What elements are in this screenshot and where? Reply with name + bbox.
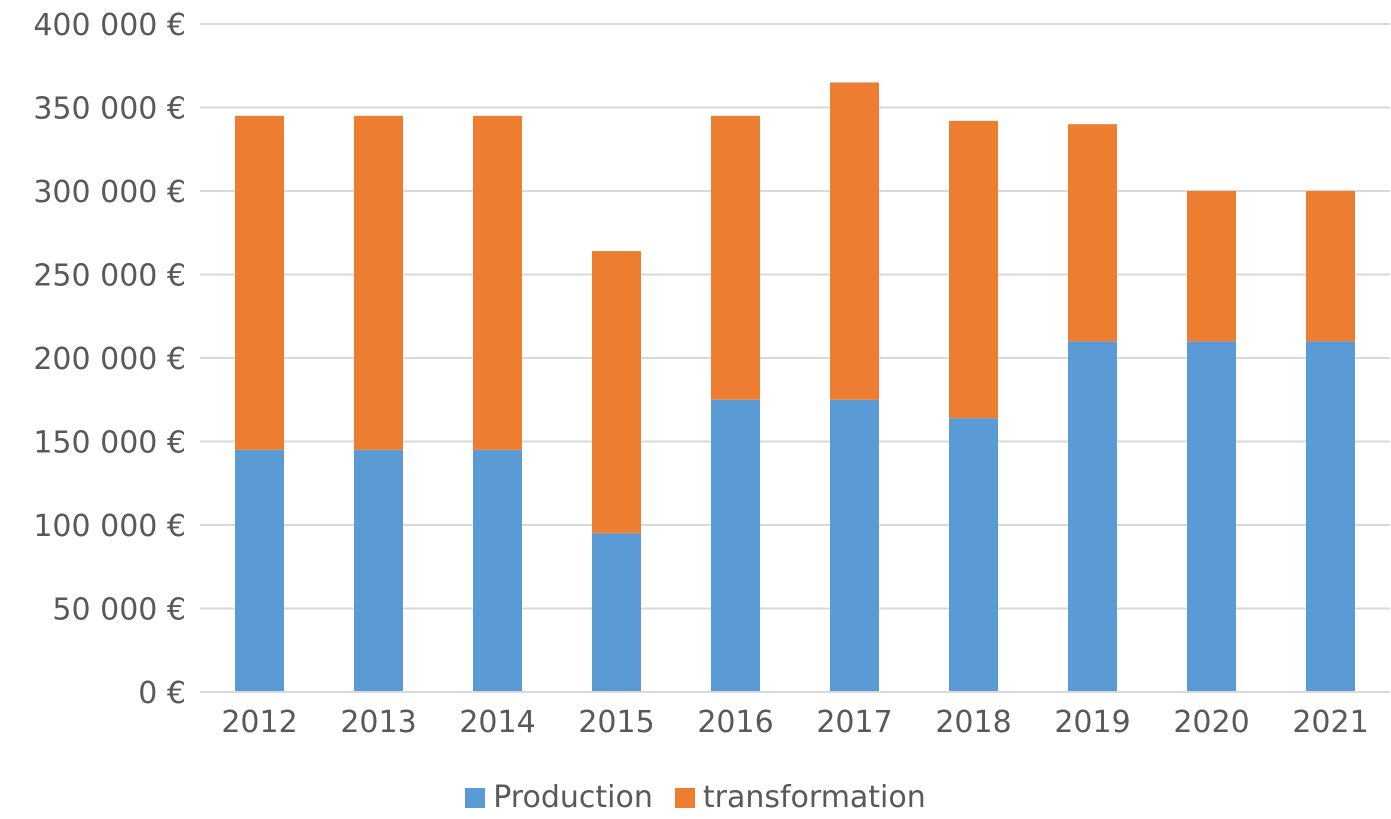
bar-transformation-2013 bbox=[354, 115, 403, 450]
x-tick-label: 2017 bbox=[816, 705, 892, 740]
bar-transformation-2021 bbox=[1306, 191, 1355, 342]
bar-production-2020 bbox=[1187, 341, 1236, 692]
x-tick-label: 2019 bbox=[1054, 705, 1130, 740]
x-tick-label: 2018 bbox=[935, 705, 1011, 740]
bar-production-2012 bbox=[235, 449, 284, 692]
legend: Production transformation bbox=[0, 780, 1391, 815]
x-tick-label: 2016 bbox=[697, 705, 773, 740]
y-tick-label: 0 € bbox=[138, 676, 186, 711]
bars bbox=[235, 82, 1355, 692]
x-tick-label: 2012 bbox=[221, 705, 297, 740]
y-tick-label: 300 000 € bbox=[33, 175, 186, 210]
bar-transformation-2019 bbox=[1068, 124, 1117, 342]
legend-item-transformation: transformation bbox=[674, 780, 926, 815]
bar-production-2021 bbox=[1306, 341, 1355, 692]
legend-swatch-production bbox=[465, 787, 486, 808]
y-tick-label: 100 000 € bbox=[33, 509, 186, 544]
x-tick-label: 2015 bbox=[578, 705, 654, 740]
bar-production-2015 bbox=[592, 533, 641, 692]
bar-transformation-2018 bbox=[949, 120, 998, 419]
bar-transformation-2016 bbox=[711, 115, 760, 400]
bar-production-2018 bbox=[949, 418, 998, 692]
bar-production-2017 bbox=[830, 399, 879, 692]
x-tick-label: 2014 bbox=[459, 705, 535, 740]
x-tick-label: 2013 bbox=[340, 705, 416, 740]
y-tick-label: 250 000 € bbox=[33, 259, 186, 294]
bar-transformation-2017 bbox=[830, 82, 879, 400]
bar-production-2014 bbox=[473, 449, 522, 692]
stacked-bar-chart: 0 € 50 000 € 100 000 € 150 000 € 200 000 € 25… bbox=[33, 8, 1390, 740]
bar-production-2013 bbox=[354, 449, 403, 692]
legend-label-production: Production bbox=[493, 780, 653, 815]
y-tick-label: 200 000 € bbox=[33, 342, 186, 377]
y-tick-label: 50 000 € bbox=[52, 593, 186, 628]
legend-label-transformation: transformation bbox=[702, 780, 926, 815]
bar-production-2016 bbox=[711, 399, 760, 692]
y-tick-label: 400 000 € bbox=[33, 8, 186, 43]
y-axis-ticks: 0 € 50 000 € 100 000 € 150 000 € 200 000 € 25… bbox=[33, 8, 186, 711]
bar-production-2019 bbox=[1068, 341, 1117, 692]
y-tick-label: 150 000 € bbox=[33, 426, 186, 461]
bar-transformation-2020 bbox=[1187, 191, 1236, 342]
y-tick-label: 350 000 € bbox=[33, 92, 186, 127]
bar-transformation-2014 bbox=[473, 115, 522, 450]
legend-swatch-transformation bbox=[674, 787, 695, 808]
x-axis-ticks: 2012 2013 2014 2015 2016 2017 2018 2019 2020 2021 bbox=[221, 705, 1368, 740]
x-tick-label: 2020 bbox=[1173, 705, 1249, 740]
x-tick-label: 2021 bbox=[1292, 705, 1368, 740]
legend-item-production: Production bbox=[465, 780, 653, 815]
bar-transformation-2015 bbox=[592, 251, 641, 534]
bar-transformation-2012 bbox=[235, 115, 284, 450]
